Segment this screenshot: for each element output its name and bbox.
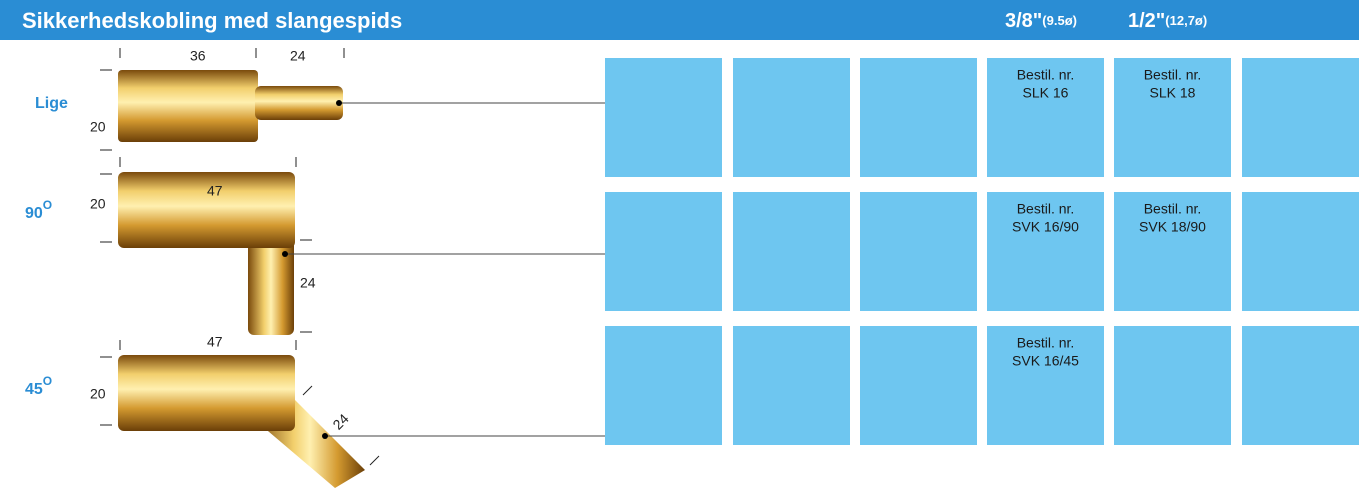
order-cell [733, 192, 850, 311]
order-code: SVK 16/90 [1012, 219, 1079, 235]
dimension: 24 [300, 275, 316, 291]
order-code: SVK 18/90 [1139, 219, 1206, 235]
fitting-45 [100, 340, 605, 488]
order-code: SVK 16/45 [1012, 353, 1079, 369]
order-heading: Bestil. nr. [1017, 67, 1075, 83]
fitting-90 [100, 157, 605, 335]
order-heading: Bestil. nr. [1017, 335, 1075, 351]
fitting-straight [100, 48, 605, 150]
row-label: 45O [25, 374, 52, 398]
dimension: 36 [190, 48, 206, 64]
dimension: 24 [329, 410, 351, 432]
size-label: 3/8" [1005, 10, 1042, 32]
order-cell [860, 192, 977, 311]
order-cell [860, 58, 977, 177]
title: Sikkerhedskobling med slangespids [22, 8, 402, 33]
row-label-text: 45 [25, 381, 43, 398]
size-label: 1/2" [1128, 10, 1165, 32]
order-cell [1242, 58, 1359, 177]
order-heading: Bestil. nr. [1144, 67, 1202, 83]
row-label-sup: O [43, 374, 52, 388]
size-sub: (12,7ø) [1165, 13, 1207, 28]
dimension: 24 [290, 48, 306, 64]
page: Sikkerhedskobling med slangespids 3/8"(9… [0, 0, 1359, 488]
order-grid: Bestil. nr. SLK 16 Bestil. nr. SLK 18 Bestil… [605, 58, 1359, 445]
order-cell [733, 326, 850, 445]
order-code: SLK 18 [1150, 85, 1196, 101]
dimension: 47 [207, 183, 223, 199]
dimension: 47 [207, 334, 223, 350]
row-label: 90O [25, 198, 52, 222]
dimension: 20 [90, 386, 106, 402]
dimension: 20 [90, 119, 106, 135]
order-cell [605, 192, 722, 311]
size-sub: (9.5ø) [1042, 13, 1077, 28]
row-label-text: 90 [25, 205, 43, 222]
row-label: Lige [35, 95, 68, 112]
order-cell [1114, 326, 1231, 445]
order-cell [605, 326, 722, 445]
order-heading: Bestil. nr. [1017, 201, 1075, 217]
order-code: SLK 16 [1023, 85, 1069, 101]
order-heading: Bestil. nr. [1144, 201, 1202, 217]
order-cell [1242, 326, 1359, 445]
order-cell [860, 326, 977, 445]
dimension: 20 [90, 196, 106, 212]
order-cell [1242, 192, 1359, 311]
order-cell [733, 58, 850, 177]
row-label-sup: O [43, 198, 52, 212]
order-cell [605, 58, 722, 177]
